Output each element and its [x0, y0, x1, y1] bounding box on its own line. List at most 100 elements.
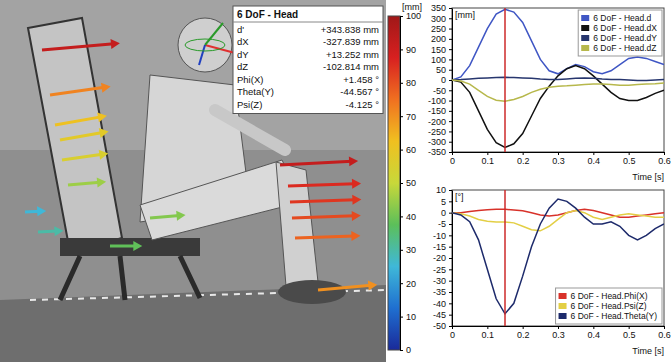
arrow	[295, 231, 360, 241]
x-tick-label: 0.1	[482, 330, 495, 340]
colorbar-tick-label: 90	[406, 45, 416, 55]
head-axis	[205, 23, 223, 45]
y-tick-mark	[449, 80, 452, 81]
y-tick: 0	[441, 75, 452, 85]
x-tick-label: 0.4	[588, 330, 601, 340]
x-tick: 0.5	[623, 152, 636, 166]
y-tick: -20	[433, 253, 452, 263]
y-tick-mark	[449, 152, 452, 153]
arrow-head	[133, 241, 142, 251]
x-tick-label: 0.3	[552, 330, 565, 340]
arrow-shaft	[150, 215, 180, 218]
colorbar-tick: 30	[400, 245, 416, 255]
head	[178, 18, 232, 72]
y-tick-label: 50	[436, 65, 446, 75]
series-line	[452, 209, 664, 217]
info-box-frame	[233, 6, 383, 114]
arrow-shaft	[280, 161, 352, 165]
arrow-head	[368, 281, 377, 291]
info-box-label: Psi(Z)	[237, 99, 262, 110]
arrow	[110, 241, 142, 251]
x-tick-label: 0	[450, 156, 455, 166]
x-tick-label: 0.6	[658, 156, 671, 166]
y-tick-mark	[449, 303, 452, 304]
x-tick-mark	[558, 152, 559, 155]
arrow	[38, 226, 63, 236]
head-ring	[185, 39, 225, 51]
x-axis-title: Time [s]	[632, 346, 664, 356]
y-tick-label: 350	[431, 3, 446, 13]
colorbar-tick: 80	[400, 78, 416, 88]
y-tick-mark	[449, 247, 452, 248]
info-box-divider	[233, 22, 383, 23]
y-tick-label: 100	[431, 55, 446, 65]
x-tick: 0.4	[588, 152, 601, 166]
colorbar-tick-label: 80	[406, 78, 416, 88]
arrow-head	[352, 195, 361, 205]
x-tick: 0.6	[658, 152, 671, 166]
y-tick-mark	[449, 101, 452, 102]
legend-swatch	[581, 45, 589, 51]
x-tick-mark	[629, 152, 630, 155]
y-tick-mark	[449, 292, 452, 293]
x-axis-title: Time [s]	[632, 172, 664, 182]
colorbar-tick: 90	[400, 45, 416, 55]
y-tick: 300	[431, 14, 452, 24]
x-tick-mark	[664, 152, 665, 155]
x-tick: 0.1	[482, 152, 495, 166]
cursor-line	[504, 190, 506, 326]
y-tick-mark	[449, 70, 452, 71]
arrow-shaft	[318, 285, 371, 290]
x-tick-label: 0.5	[623, 156, 636, 166]
x-tick-mark	[487, 326, 488, 329]
info-box-value: +13.252 mm	[326, 49, 379, 60]
colorbar-tick-label: 20	[406, 279, 416, 289]
info-box-value: -44.567 °	[340, 86, 379, 97]
x-tick-label: 0.4	[588, 156, 601, 166]
legend-label: 6 DoF - Head.Theta(Y)	[571, 311, 658, 321]
x-tick: 0.1	[482, 326, 495, 340]
seat-frame	[60, 256, 200, 300]
arrow	[280, 156, 358, 166]
y-tick: -30	[433, 276, 452, 286]
colorbar-tick-mark	[400, 283, 403, 284]
scene-background	[0, 0, 386, 362]
colorbar-tick: 50	[400, 178, 416, 188]
vector-field-panel: 6 DoF - Headd'+343.838 mmdX-327.839 mmdY…	[0, 0, 422, 362]
x-tick-mark	[593, 152, 594, 155]
info-box: 6 DoF - Headd'+343.838 mmdX-327.839 mmdY…	[233, 6, 383, 114]
y-axis: -350-300-250-200-150-100-500501001502002…	[428, 3, 453, 157]
x-tick: 0.2	[517, 326, 530, 340]
y-tick: -300	[428, 137, 452, 147]
x-tick-mark	[523, 326, 524, 329]
figure: 6 DoF - Headd'+343.838 mmdX-327.839 mmdY…	[0, 0, 672, 362]
info-box-value: -327.839 mm	[323, 36, 379, 47]
info-box-title: 6 DoF - Head	[237, 9, 298, 20]
legend-swatch	[581, 35, 589, 41]
y-tick-mark	[449, 39, 452, 40]
y-tick-mark	[449, 258, 452, 259]
y-axis: -50-45-40-35-30-25-20-15-10-50510	[433, 185, 453, 331]
arrow-head	[111, 39, 120, 49]
y-tick-mark	[449, 111, 452, 112]
y-tick-label: 5	[441, 197, 446, 207]
y-tick-mark	[449, 29, 452, 30]
colorbar-tick: 70	[400, 112, 416, 122]
plot-frame	[452, 8, 664, 152]
info-box-label: d'	[237, 24, 244, 35]
y-tick: -25	[433, 265, 452, 275]
colorbar-tick-label: 60	[406, 145, 416, 155]
legend-swatch	[559, 313, 567, 319]
colorbar-tick: 60	[400, 145, 416, 155]
colorbar-tick-mark	[400, 250, 403, 251]
arrow-head	[54, 226, 63, 236]
x-tick-label: 0.1	[482, 156, 495, 166]
arrow-shaft	[68, 182, 100, 185]
x-tick: 0.4	[588, 326, 601, 340]
legend-label: 6 DoF - Head.dZ	[593, 43, 656, 53]
y-tick-label: -35	[433, 287, 446, 297]
seat-back	[28, 18, 122, 252]
seat-base	[60, 238, 200, 256]
arrow-head	[101, 83, 111, 93]
arrow	[150, 211, 186, 221]
